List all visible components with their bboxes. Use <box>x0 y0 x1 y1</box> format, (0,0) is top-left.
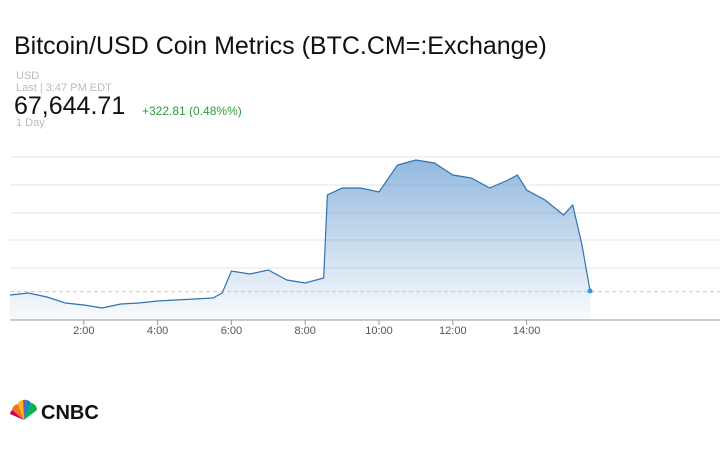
x-tick-label: 12:00 <box>439 325 467 337</box>
area <box>10 160 591 320</box>
price: 67,644.71 <box>14 92 126 120</box>
last-point <box>587 288 593 294</box>
x-tick-label: 14:00 <box>513 325 541 337</box>
x-tick-label: 2:00 <box>73 325 94 337</box>
title: Bitcoin/USD Coin Metrics (BTC.CM=:Exchan… <box>14 32 547 60</box>
price-line <box>9 159 591 309</box>
change: +322.81 (0.48%%) <box>142 104 242 118</box>
x-tick-label: 6:00 <box>221 325 242 337</box>
currency: USD <box>16 70 40 82</box>
x-tick-label: 10:00 <box>365 325 393 337</box>
x-tick-label: 4:00 <box>147 325 168 337</box>
last-update: Last | 3:47 PM EDT <box>16 82 112 94</box>
logo: CNBC <box>10 399 99 424</box>
range: 1 Day <box>16 117 45 129</box>
x-tick-label: 8:00 <box>295 325 316 337</box>
brand: CNBC <box>41 402 99 424</box>
